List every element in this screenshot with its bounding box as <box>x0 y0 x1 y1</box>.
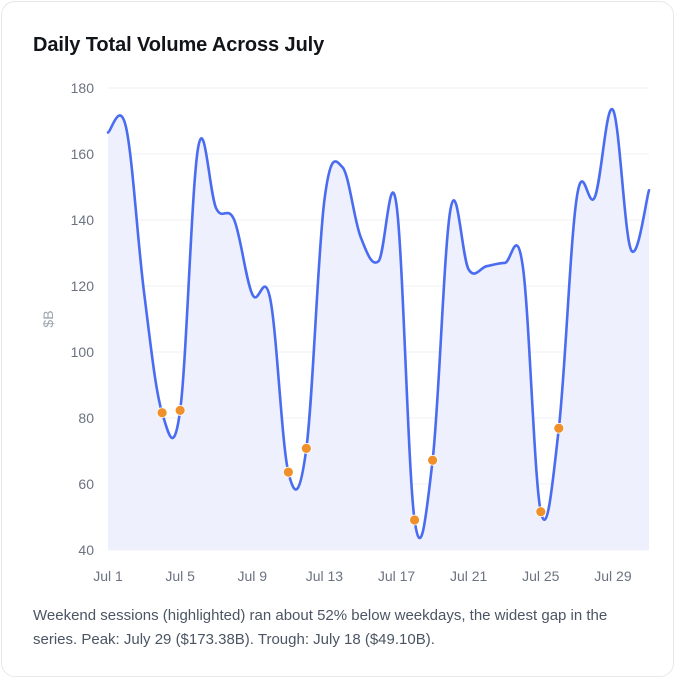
y-tick-label: 40 <box>78 542 94 558</box>
highlight-point <box>553 422 565 434</box>
y-tick-label: 140 <box>71 212 95 228</box>
highlight-point <box>282 466 294 478</box>
y-tick-label: 60 <box>78 476 94 492</box>
highlight-point <box>156 407 168 419</box>
chart-caption: Weekend sessions (highlighted) ran about… <box>33 607 608 648</box>
x-tick-label: Jul 21 <box>450 568 488 584</box>
x-tick-label: Jul 5 <box>165 568 195 584</box>
x-tick-label: Jul 25 <box>522 568 560 584</box>
x-tick-label: Jul 13 <box>306 568 344 584</box>
y-tick-label: 120 <box>71 278 95 294</box>
chart-title: Daily Total Volume Across July <box>33 34 325 56</box>
x-tick-label: Jul 17 <box>378 568 416 584</box>
highlight-point <box>409 514 420 526</box>
y-tick-label: 80 <box>78 410 94 426</box>
line-chart: 40 60 80 100 120 140 160 180 $B Jul 1 Jul 5 Jul 9 Ju… <box>40 80 651 584</box>
series-area <box>108 109 649 551</box>
x-tick-label: Jul 29 <box>594 568 632 584</box>
y-tick-label: 100 <box>71 344 95 360</box>
y-tick-label: 160 <box>71 146 95 162</box>
y-tick-label: 180 <box>71 80 95 96</box>
highlight-point <box>174 405 186 416</box>
highlight-point <box>300 442 312 454</box>
x-tick-label: Jul 1 <box>93 568 123 584</box>
highlight-point <box>427 454 439 466</box>
x-tick-label: Jul 9 <box>237 568 267 584</box>
y-axis-title: $B <box>40 310 56 327</box>
highlight-point <box>535 506 547 518</box>
